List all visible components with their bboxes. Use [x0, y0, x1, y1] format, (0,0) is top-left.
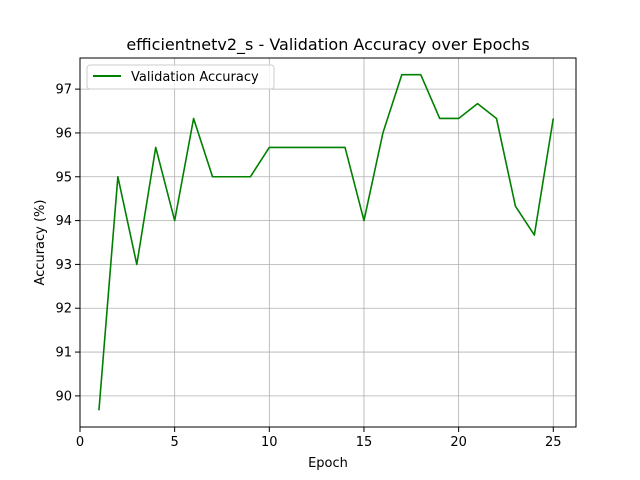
x-tick-label: 5 [171, 435, 179, 450]
grid [79, 58, 576, 427]
y-axis-label: Accuracy (%) [33, 200, 48, 286]
y-tick-label: 94 [55, 214, 72, 229]
legend-label: Validation Accuracy [131, 70, 259, 85]
y-tick-label: 93 [55, 258, 72, 273]
y-tick-label: 90 [55, 389, 72, 404]
x-tick-label: 25 [545, 435, 562, 450]
series-layer [98, 73, 555, 411]
x-tick-label: 10 [261, 435, 278, 450]
y-tick-label: 91 [55, 346, 72, 361]
legend: Validation Accuracy [86, 64, 275, 90]
axis-ticks: 0 5 10 15 20 25 90 91 92 93 94 95 96 97 [55, 83, 561, 450]
x-tick-label: 15 [356, 435, 373, 450]
plot-frame [79, 57, 577, 428]
y-tick-label: 96 [55, 126, 72, 141]
y-tick-label: 92 [55, 302, 72, 317]
x-tick-label: 0 [76, 435, 84, 450]
x-axis-label: Epoch [308, 456, 348, 471]
legend-box [86, 64, 275, 90]
y-tick-label: 97 [55, 83, 72, 98]
y-tick-label: 95 [55, 170, 72, 185]
series-line-validation-accuracy [98, 73, 555, 411]
chart-title: efficientnetv2_s - Validation Accuracy o… [126, 35, 529, 55]
x-tick-label: 20 [450, 435, 467, 450]
